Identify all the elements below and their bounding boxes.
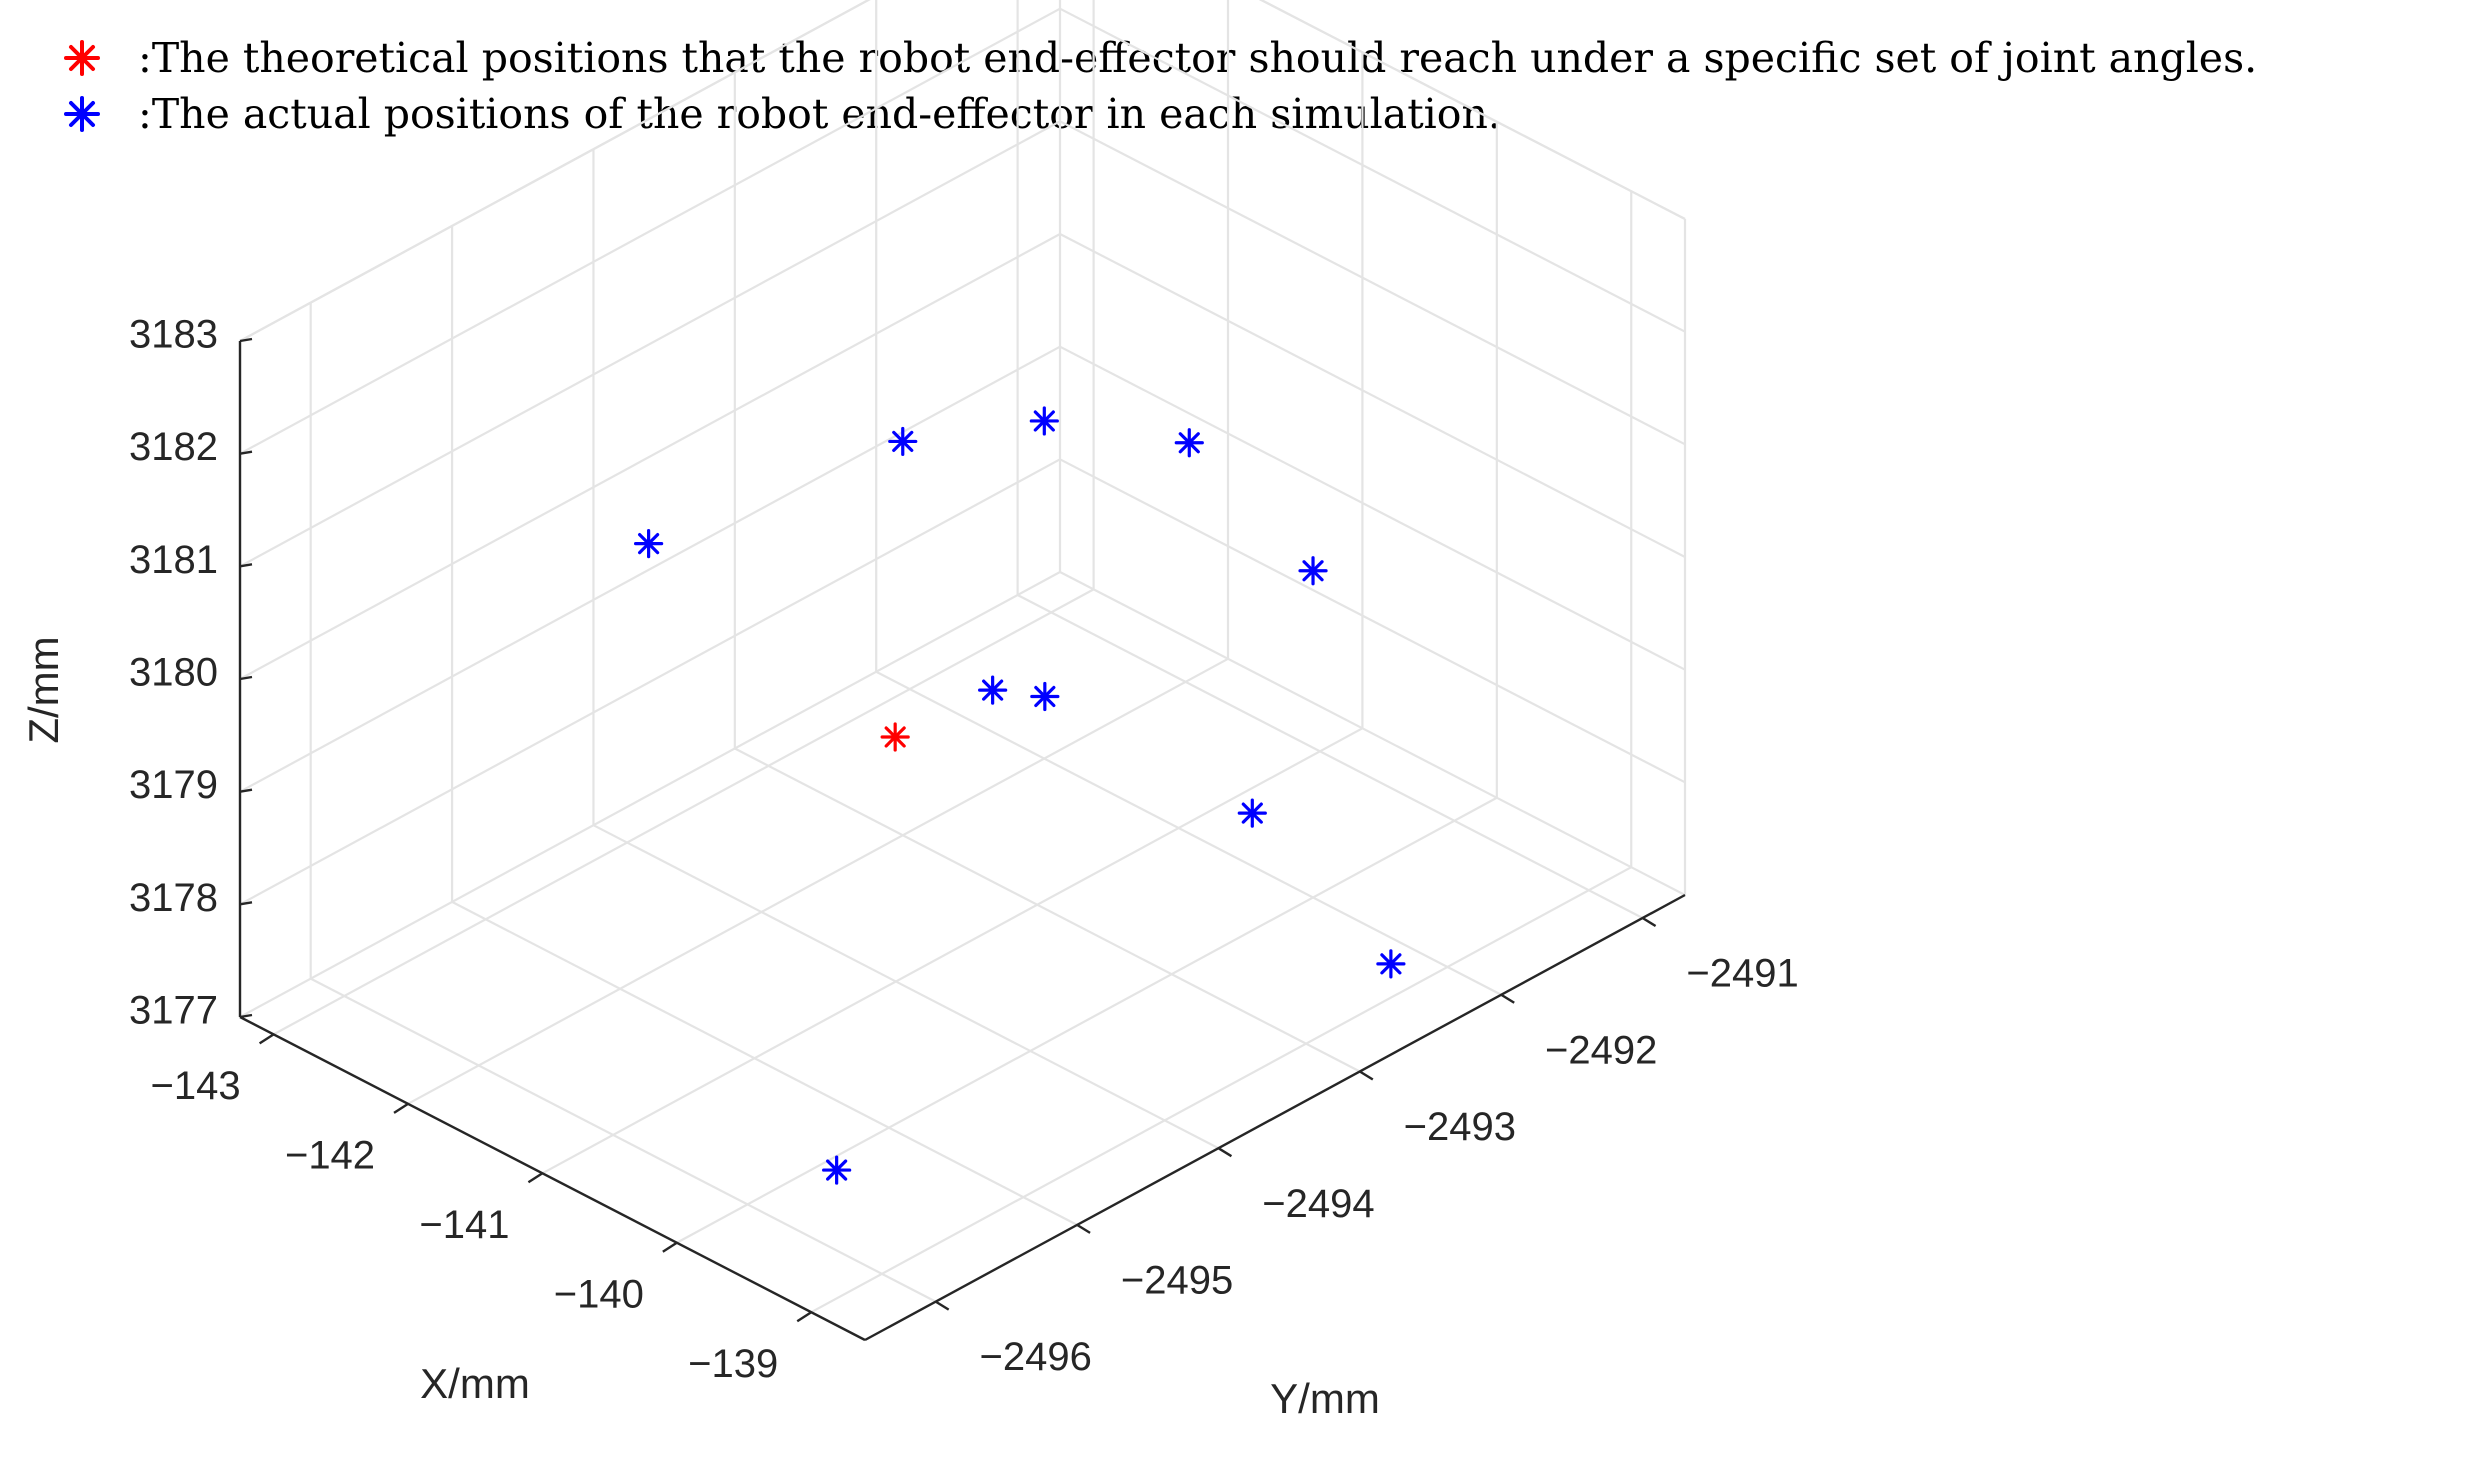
gridline bbox=[239, 0, 871, 342]
x-tick-label: −143 bbox=[151, 1064, 241, 1108]
tick-labels: 3177 3178 3179 3180 3181 3182 3183 −143 −142 −141… bbox=[129, 313, 1799, 1386]
gridline bbox=[239, 120, 1061, 568]
gridline bbox=[239, 571, 1061, 1018]
z-tick-label: 3180 bbox=[129, 651, 218, 695]
gridline bbox=[273, 588, 1095, 1036]
actual-point bbox=[888, 426, 918, 457]
z-tick-mark bbox=[239, 450, 253, 455]
legend-label-theoretical: :The theoretical positions that the robo… bbox=[138, 34, 2258, 82]
y-tick-mark bbox=[1359, 1070, 1374, 1081]
z-axis-label: Z/mm bbox=[20, 636, 67, 743]
y-tick-label: −2495 bbox=[1121, 1258, 1233, 1302]
gridline bbox=[310, 977, 937, 1303]
gridline bbox=[1258, 0, 1686, 220]
y-axis-line bbox=[864, 893, 1686, 1342]
gridline bbox=[541, 727, 1363, 1175]
x-tick-mark bbox=[393, 1102, 409, 1114]
legend-label-actual: :The actual positions of the robot end-e… bbox=[138, 90, 1501, 138]
blue-asterisk-icon bbox=[64, 96, 100, 132]
z-tick-label: 3178 bbox=[129, 876, 218, 920]
y-tick-mark bbox=[1641, 916, 1657, 928]
y-tick-mark bbox=[1500, 993, 1515, 1004]
gridline bbox=[676, 796, 1498, 1244]
z-tick-mark bbox=[239, 1013, 253, 1019]
gridline bbox=[1017, 594, 1644, 919]
gridline bbox=[239, 7, 1061, 455]
gridline bbox=[810, 866, 1632, 1314]
x-tick-label: −141 bbox=[419, 1203, 509, 1247]
x-axis-label: X/mm bbox=[420, 1360, 530, 1407]
x-tick-mark bbox=[527, 1172, 544, 1184]
legend: :The theoretical positions that the robo… bbox=[0, 0, 2470, 150]
gridline bbox=[239, 345, 1061, 793]
x-tick-label: −139 bbox=[688, 1342, 778, 1386]
gridline bbox=[239, 233, 1061, 680]
y-tick-label: −2491 bbox=[1686, 952, 1798, 996]
gridline bbox=[592, 824, 1219, 1150]
legend-entry-theoretical: :The theoretical positions that the robo… bbox=[60, 30, 2257, 86]
theoretical-point bbox=[880, 722, 910, 752]
actual-point bbox=[822, 1155, 852, 1185]
z-tick-mark bbox=[239, 337, 253, 343]
red-asterisk-icon bbox=[64, 40, 100, 76]
x-tick-label: −142 bbox=[285, 1133, 375, 1177]
gridline bbox=[451, 900, 1078, 1226]
actual-point bbox=[1298, 556, 1328, 586]
z-tick-label: 3182 bbox=[129, 425, 218, 469]
z-tick-label: 3181 bbox=[129, 538, 218, 582]
z-tick-label: 3177 bbox=[129, 989, 218, 1033]
actual-point bbox=[1029, 406, 1059, 436]
y-tick-mark bbox=[1217, 1147, 1233, 1158]
gridline bbox=[734, 747, 1361, 1073]
actual-point bbox=[1030, 681, 1060, 712]
x-tick-mark bbox=[258, 1033, 275, 1045]
gridline bbox=[875, 670, 1502, 996]
y-tick-mark bbox=[935, 1300, 950, 1311]
gridline bbox=[1059, 120, 1686, 446]
gridline bbox=[239, 0, 871, 342]
z-tick-mark bbox=[239, 675, 253, 681]
x-tick-mark bbox=[796, 1311, 812, 1323]
actual-point bbox=[1376, 949, 1406, 979]
z-tick-mark bbox=[239, 901, 253, 906]
y-tick-label: −2494 bbox=[1262, 1182, 1374, 1226]
gridline bbox=[1059, 345, 1686, 671]
y-axis-label: Y/mm bbox=[1270, 1375, 1380, 1422]
actual-point bbox=[978, 675, 1008, 705]
actual-point bbox=[1174, 428, 1204, 458]
gridline bbox=[1059, 458, 1686, 784]
y-tick-label: −2496 bbox=[980, 1335, 1092, 1379]
z-tick-mark bbox=[239, 563, 253, 568]
gridline bbox=[1258, 0, 1686, 220]
legend-entry-actual: :The actual positions of the robot end-e… bbox=[60, 86, 1501, 142]
grid bbox=[238, 0, 1687, 1314]
gridline bbox=[239, 458, 1061, 906]
actual-point bbox=[634, 529, 664, 559]
x-axis-line bbox=[239, 1015, 866, 1342]
axes bbox=[238, 337, 1686, 1342]
gridline bbox=[407, 657, 1229, 1105]
gridline bbox=[1059, 571, 1686, 896]
z-tick-label: 3179 bbox=[129, 763, 218, 807]
z-tick-mark bbox=[239, 788, 253, 793]
y-tick-label: −2492 bbox=[1545, 1028, 1657, 1072]
y-tick-label: −2493 bbox=[1404, 1105, 1516, 1149]
x-tick-mark bbox=[662, 1241, 678, 1253]
x-tick-label: −140 bbox=[554, 1272, 644, 1316]
gridline bbox=[1059, 233, 1686, 558]
actual-point bbox=[1237, 798, 1267, 828]
z-tick-label: 3183 bbox=[129, 313, 218, 357]
y-tick-mark bbox=[1076, 1223, 1091, 1234]
data-points bbox=[634, 406, 1406, 1185]
gridline bbox=[1059, 7, 1686, 333]
